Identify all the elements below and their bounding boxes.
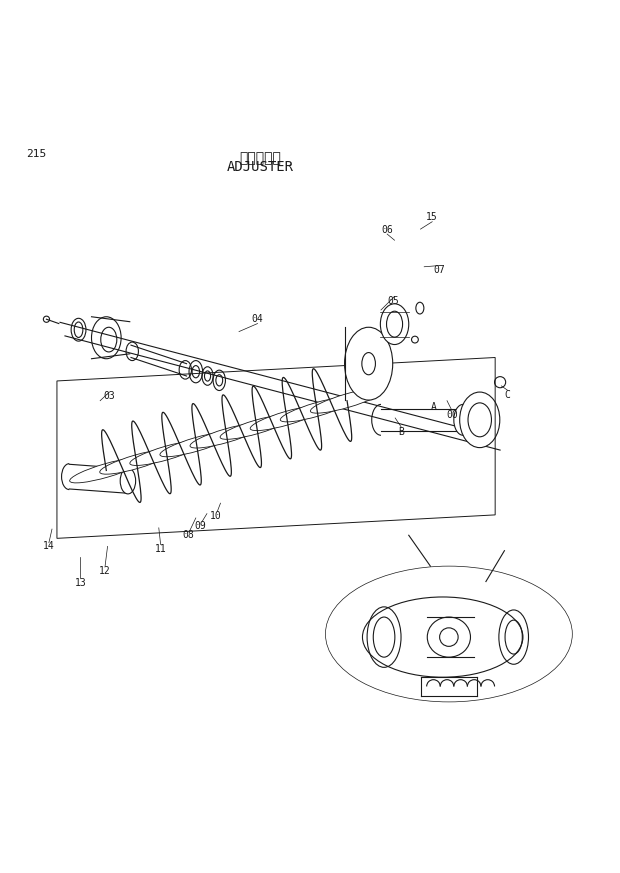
Ellipse shape xyxy=(130,441,203,465)
Ellipse shape xyxy=(220,415,293,439)
Text: 13: 13 xyxy=(74,579,86,588)
Ellipse shape xyxy=(380,304,409,345)
Text: 10: 10 xyxy=(210,511,222,520)
Ellipse shape xyxy=(69,458,143,483)
Text: アジャスタ: アジャスタ xyxy=(240,151,281,165)
Ellipse shape xyxy=(250,406,324,430)
Text: A: A xyxy=(430,402,436,412)
Ellipse shape xyxy=(454,404,472,436)
Ellipse shape xyxy=(120,468,136,494)
Text: C: C xyxy=(505,389,510,400)
Text: 06: 06 xyxy=(381,224,393,235)
Ellipse shape xyxy=(160,432,233,457)
Ellipse shape xyxy=(190,423,264,448)
Text: ADJUSTER: ADJUSTER xyxy=(227,160,294,174)
Text: B: B xyxy=(399,427,404,436)
Text: 12: 12 xyxy=(99,566,111,576)
Text: 11: 11 xyxy=(155,544,167,553)
Ellipse shape xyxy=(345,327,392,400)
Text: 04: 04 xyxy=(252,314,264,324)
Text: 03: 03 xyxy=(104,391,115,402)
Text: 14: 14 xyxy=(43,541,55,552)
Text: 05: 05 xyxy=(388,296,399,306)
Text: 08: 08 xyxy=(182,530,193,540)
Ellipse shape xyxy=(459,392,500,448)
Text: 09: 09 xyxy=(194,521,206,531)
Text: 215: 215 xyxy=(26,149,46,160)
Text: 07: 07 xyxy=(434,265,446,275)
Text: 00: 00 xyxy=(446,410,458,420)
Ellipse shape xyxy=(280,397,353,422)
Ellipse shape xyxy=(100,450,173,474)
Text: 15: 15 xyxy=(427,212,438,223)
Ellipse shape xyxy=(311,388,384,413)
